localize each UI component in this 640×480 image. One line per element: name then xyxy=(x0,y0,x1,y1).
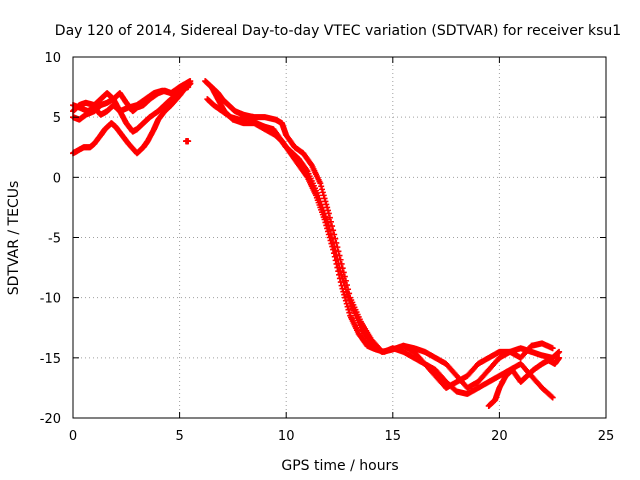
x-tick-label: 15 xyxy=(385,429,402,444)
data-point xyxy=(556,354,563,361)
data-point xyxy=(549,345,556,352)
y-tick-label: -15 xyxy=(40,352,61,367)
data-point xyxy=(330,227,337,234)
data-point xyxy=(324,207,331,214)
data-point xyxy=(330,246,337,253)
data-point xyxy=(331,231,338,238)
data-point xyxy=(336,252,343,259)
data-point xyxy=(327,237,334,244)
data-point xyxy=(326,234,333,241)
data-point xyxy=(319,186,326,193)
data-point xyxy=(324,225,331,232)
data-point xyxy=(339,265,346,272)
data-point xyxy=(326,214,333,221)
data-point xyxy=(336,271,343,278)
data-point xyxy=(342,277,349,284)
data-point xyxy=(335,248,342,255)
plot-border xyxy=(72,56,607,419)
series-trace-i xyxy=(485,354,563,409)
data-point xyxy=(325,210,332,217)
y-tick-label: 10 xyxy=(44,51,61,66)
data-point xyxy=(556,348,563,355)
data-point xyxy=(549,394,556,401)
y-tick-label: -10 xyxy=(40,292,61,307)
data-point xyxy=(322,198,329,205)
x-tick-label: 0 xyxy=(69,429,77,444)
data-point xyxy=(320,192,327,199)
data-point xyxy=(343,300,350,307)
data-point xyxy=(324,204,331,211)
data-point xyxy=(332,257,339,264)
data-point xyxy=(325,231,332,238)
series-trace-e xyxy=(182,138,192,145)
data-point xyxy=(319,189,326,196)
data-point xyxy=(185,84,192,91)
data-point xyxy=(346,309,353,316)
x-axis-label: GPS time / hours xyxy=(281,458,398,474)
x-tick-label: 20 xyxy=(491,429,508,444)
data-point xyxy=(187,78,194,85)
data-point xyxy=(342,294,349,301)
data-point xyxy=(340,288,347,295)
y-tick-label: -5 xyxy=(48,232,61,247)
series-trace-g xyxy=(208,84,556,391)
series-trace-a xyxy=(70,80,194,157)
tick-labels: 0 5 10 15 20 25 10 5 0 -5 -10 -15 -20 xyxy=(40,51,615,444)
y-tick-label: -20 xyxy=(40,412,61,427)
y-tick-label: 0 xyxy=(53,171,61,186)
data-point xyxy=(334,264,341,271)
data-point xyxy=(321,195,328,202)
grid-lines xyxy=(73,57,606,418)
data-point xyxy=(340,269,347,276)
data-point xyxy=(317,180,324,187)
data-point xyxy=(336,275,343,282)
data-point xyxy=(324,228,331,235)
data-point xyxy=(548,393,555,400)
data-point xyxy=(333,260,340,267)
data-point xyxy=(335,268,342,275)
data-point xyxy=(345,306,352,313)
data-point xyxy=(328,240,335,247)
data-point xyxy=(329,243,336,250)
y-tick-label: 5 xyxy=(53,111,61,126)
data-point xyxy=(329,223,336,230)
data-points xyxy=(70,78,563,409)
axes xyxy=(72,56,607,419)
data-point xyxy=(323,222,330,229)
data-point xyxy=(318,183,325,190)
data-point xyxy=(345,286,352,293)
data-point xyxy=(334,244,341,251)
x-tick-label: 5 xyxy=(175,429,183,444)
data-point xyxy=(341,273,348,280)
x-tick-label: 10 xyxy=(278,429,295,444)
data-point xyxy=(339,285,346,292)
data-point xyxy=(346,290,353,297)
data-point xyxy=(331,253,338,260)
chart-title: Day 120 of 2014, Sidereal Day-to-day VTE… xyxy=(55,23,621,39)
data-point xyxy=(344,303,351,310)
data-point xyxy=(330,250,337,257)
data-point xyxy=(341,291,348,298)
data-point xyxy=(185,138,192,145)
y-axis-label: SDTVAR / TECUs xyxy=(6,181,22,296)
data-point xyxy=(321,216,328,223)
data-point xyxy=(323,201,330,208)
data-point xyxy=(338,282,345,289)
data-point xyxy=(343,282,350,289)
data-point xyxy=(327,218,334,225)
data-point xyxy=(337,279,344,286)
data-point xyxy=(342,297,349,304)
data-point xyxy=(332,235,339,242)
data-point xyxy=(322,219,329,226)
series-trace-d xyxy=(70,84,192,118)
data-point xyxy=(338,260,345,267)
x-tick-label: 25 xyxy=(598,429,615,444)
series-trace-h xyxy=(204,96,556,401)
